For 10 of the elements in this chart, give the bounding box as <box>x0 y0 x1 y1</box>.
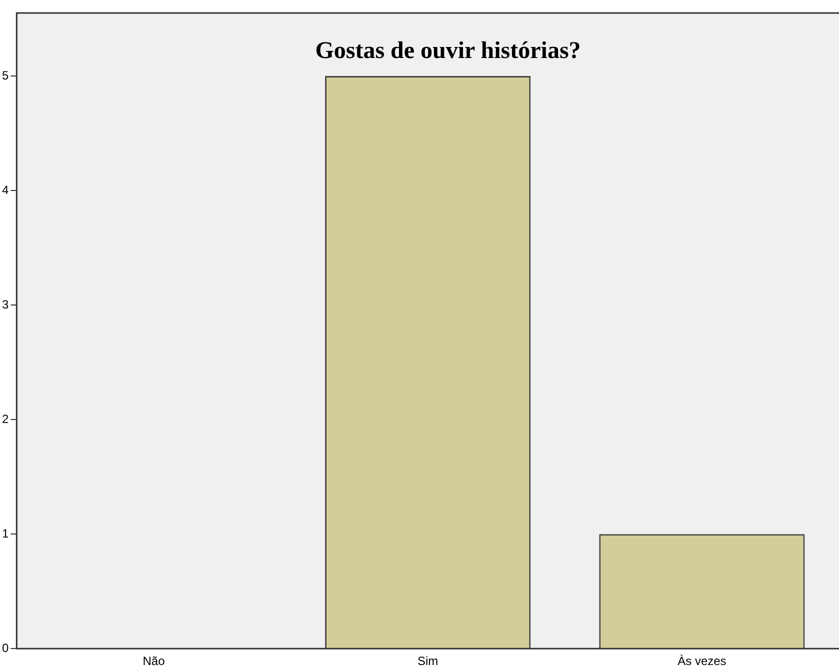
y-tick-label: 0 <box>2 640 9 655</box>
y-tick-label: 1 <box>2 526 9 540</box>
y-tick-label: 3 <box>2 297 9 312</box>
y-tick-label: 2 <box>2 412 9 426</box>
y-tick-label: 4 <box>2 182 9 197</box>
x-tick-label: Às vezes <box>678 654 726 668</box>
text: Gostas de ouvir histórias? <box>315 38 581 64</box>
y-tick-label: 5 <box>2 68 9 82</box>
x-tick-label: Não <box>142 654 166 668</box>
x-tick-label: Sim <box>418 654 438 668</box>
